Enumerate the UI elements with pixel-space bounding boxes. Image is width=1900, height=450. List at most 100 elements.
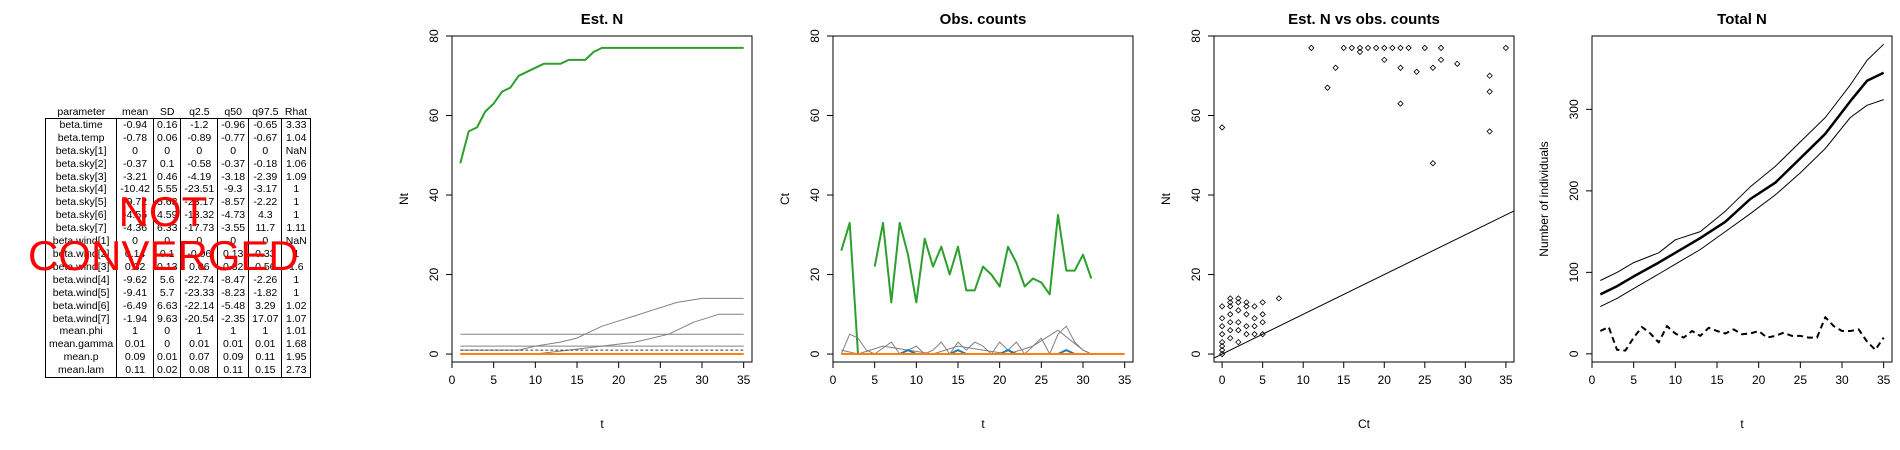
table-cell: 0 bbox=[152, 338, 181, 352]
table-row: beta.wind[2] 0.14 0.1 -0.06 0.13 0.33 1 bbox=[46, 247, 311, 261]
table-cell: -0.18 bbox=[248, 157, 282, 171]
series-line bbox=[459, 46, 744, 164]
table-cell: 0 bbox=[248, 235, 282, 248]
scatter-point bbox=[1372, 44, 1380, 52]
table-row: mean.lam 0.11 0.02 0.08 0.11 0.15 2.73 bbox=[46, 364, 311, 378]
scatter-point bbox=[1251, 315, 1258, 322]
table-cell: -1.94 bbox=[116, 312, 154, 326]
table-row: beta.wind[5] -9.41 5.7 -23.33 -8.23 -1.82 1 bbox=[46, 286, 311, 300]
x-axis-label: Ct bbox=[1358, 417, 1371, 431]
x-tick-label: 0 bbox=[1589, 373, 1596, 387]
scatter-point bbox=[1243, 331, 1250, 338]
plot-frame bbox=[832, 35, 1134, 363]
scatter-point bbox=[1324, 84, 1331, 91]
table-cell: 0.11 bbox=[116, 364, 154, 378]
y-tick-label: 20 bbox=[1189, 268, 1203, 282]
table-cell: -20.54 bbox=[180, 312, 218, 326]
scatter-point bbox=[1413, 68, 1420, 75]
table-cell: 3.29 bbox=[248, 299, 282, 313]
column-header: SD bbox=[159, 106, 175, 118]
table-cell: 0 bbox=[152, 325, 181, 339]
scatter-point bbox=[1251, 303, 1258, 310]
table-cell: 0.1 bbox=[152, 247, 181, 261]
scatter-point bbox=[1397, 100, 1404, 107]
parameter-name-cell: beta.wind[7] bbox=[52, 312, 110, 325]
table-cell: 0.11 bbox=[217, 364, 249, 378]
scatter-point bbox=[1251, 331, 1258, 338]
chart-title: Est. N vs obs. counts bbox=[1288, 11, 1440, 28]
x-tick-label: 30 bbox=[695, 373, 709, 387]
table-cell: 0.56 bbox=[248, 260, 282, 274]
plot-frame bbox=[1213, 35, 1515, 363]
y-axis-label: Number of individuals bbox=[1537, 141, 1551, 256]
table-cell: -0.94 bbox=[116, 118, 154, 132]
table-cell: 0 bbox=[217, 235, 249, 248]
y-tick-label: 20 bbox=[427, 268, 441, 282]
x-tick-label: 35 bbox=[1877, 373, 1891, 387]
parameter-name-cell: beta.time bbox=[59, 118, 103, 131]
parameter-name-cell: beta.sky[1] bbox=[55, 144, 107, 157]
table-cell: -4.19 bbox=[180, 170, 218, 184]
scatter-point bbox=[1332, 64, 1339, 71]
y-axis-label: Ct bbox=[778, 192, 792, 205]
x-axis-label: t bbox=[981, 417, 985, 431]
x-tick-label: 35 bbox=[1499, 373, 1513, 387]
column-header: mean bbox=[121, 106, 149, 118]
table-cell: -8.23 bbox=[217, 286, 249, 300]
table-cell: -3.17 bbox=[248, 183, 282, 197]
scatter-point bbox=[1421, 44, 1428, 52]
table-cell: 0.32 bbox=[217, 260, 249, 274]
x-tick-label: 5 bbox=[1630, 373, 1637, 387]
scatter-point bbox=[1243, 303, 1250, 310]
scatter-point bbox=[1356, 48, 1364, 56]
series-line bbox=[1599, 316, 1885, 352]
table-row: beta.wind[3] 0.32 0.13 0.06 0.32 0.56 1.6 bbox=[46, 260, 311, 274]
series-line bbox=[460, 297, 744, 351]
chart-title: Total N bbox=[1717, 11, 1767, 28]
table-cell: 0 bbox=[152, 144, 181, 158]
table-cell: -9.72 bbox=[116, 196, 154, 210]
scatter-point bbox=[1259, 311, 1266, 318]
parameter-name-cell: mean.p bbox=[63, 351, 99, 364]
x-tick-label: 25 bbox=[654, 373, 668, 387]
scatter-point bbox=[1397, 64, 1404, 71]
scatter-point bbox=[1348, 44, 1356, 52]
x-tick-label: 25 bbox=[1418, 373, 1432, 387]
table-cell: -10.42 bbox=[116, 183, 154, 197]
scatter-point bbox=[1437, 56, 1445, 64]
table-cell: 0.15 bbox=[248, 364, 282, 378]
table-cell: 1.06 bbox=[281, 157, 311, 171]
table-cell: 0 bbox=[152, 235, 181, 248]
table-cell: -0.58 bbox=[180, 157, 218, 171]
x-tick-label: 15 bbox=[570, 373, 584, 387]
parameter-name-cell: beta.sky[5] bbox=[55, 196, 107, 209]
table-cell: 0.06 bbox=[152, 131, 181, 145]
scatter-point bbox=[1405, 44, 1412, 52]
table-row: beta.wind[6] -6.49 6.63 -22.14 -5.48 3.29 1.02 bbox=[46, 299, 311, 313]
table-cell: 9.63 bbox=[152, 312, 181, 326]
y-tick-label: 80 bbox=[427, 29, 441, 43]
scatter-point bbox=[1218, 323, 1226, 330]
parameter-name-cell: beta.sky[7] bbox=[55, 222, 107, 235]
y-tick-label: 20 bbox=[808, 268, 822, 282]
scatter-point bbox=[1381, 44, 1388, 52]
x-tick-label: 20 bbox=[612, 373, 626, 387]
table-cell: 0.14 bbox=[116, 247, 154, 261]
table-cell: 1.68 bbox=[281, 338, 311, 352]
table-row: beta.sky[1] 0 0 0 0 0 NaN bbox=[46, 144, 311, 158]
chart-title: Obs. counts bbox=[940, 11, 1027, 28]
scatter-point bbox=[1251, 323, 1258, 330]
scatter-point bbox=[1218, 331, 1226, 338]
table-cell: -23.17 bbox=[180, 196, 218, 210]
parameter-name-cell: beta.wind[4] bbox=[52, 273, 110, 286]
scatter-point bbox=[1356, 44, 1364, 52]
scatter-point bbox=[1259, 299, 1266, 306]
table-cell: 1.02 bbox=[281, 299, 311, 313]
table-cell: 1.11 bbox=[281, 222, 311, 236]
y-tick-label: 300 bbox=[1567, 99, 1581, 119]
table-row: beta.temp -0.78 0.06 -0.89 -0.77 -0.67 1.04 bbox=[46, 131, 311, 145]
table-cell: 0.46 bbox=[152, 170, 181, 184]
table-cell: 0.09 bbox=[116, 351, 154, 365]
scatter-point bbox=[1364, 44, 1372, 52]
table-cell: -0.06 bbox=[180, 247, 218, 261]
